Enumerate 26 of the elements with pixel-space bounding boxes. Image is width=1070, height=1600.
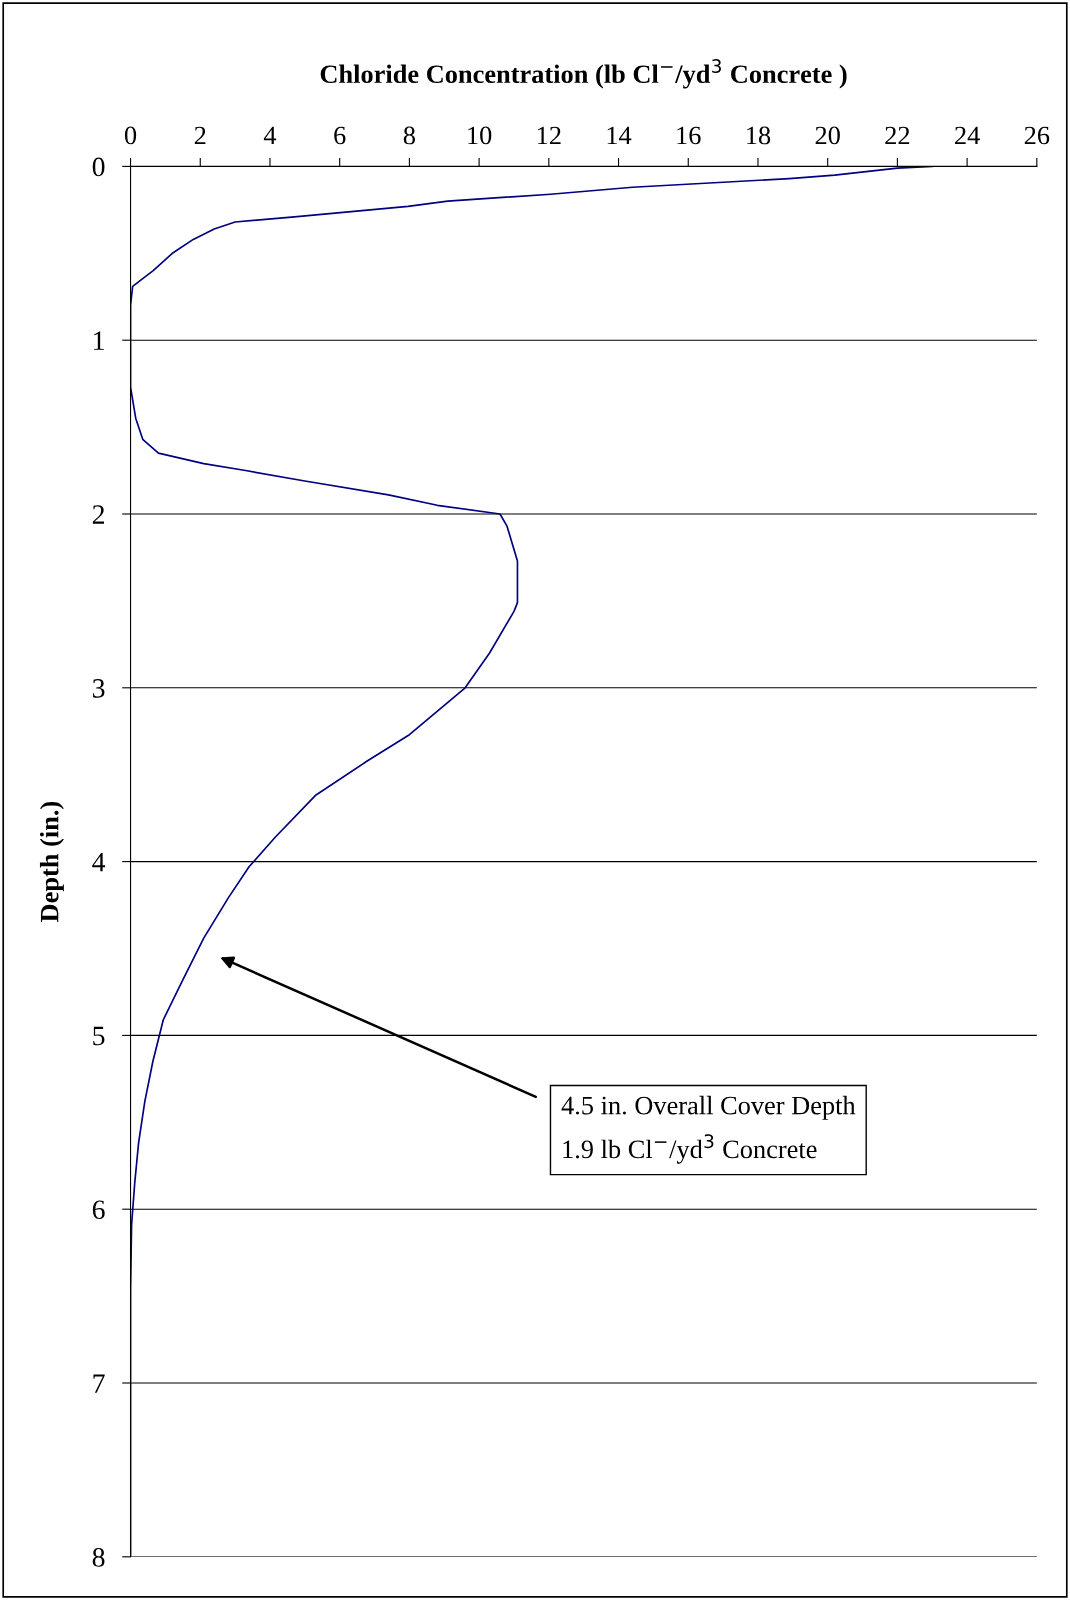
y-axis-title: Depth (in.) xyxy=(39,801,64,922)
y-tick-label: 5 xyxy=(93,1026,105,1046)
x-tick-label: 24 xyxy=(955,126,980,145)
x-tick-label: 2 xyxy=(194,126,206,145)
x-tick-label: 18 xyxy=(747,126,771,145)
y-tick-label: 0 xyxy=(92,157,105,177)
y-tick-label: 8 xyxy=(92,1547,105,1567)
x-tick-label: 22 xyxy=(885,126,910,145)
y-tick-label: 6 xyxy=(92,1200,105,1220)
x-tick-label: 14 xyxy=(607,126,632,145)
x-tick-label: 0 xyxy=(124,126,137,145)
x-tick-label: 8 xyxy=(403,126,415,145)
y-tick-label: 4 xyxy=(92,852,106,872)
annotation: 4.5 in. Overall Cover Depth 1.9 lb Cl$^{−}$/yd$^{3}$ Concrete xyxy=(561,1095,856,1164)
x-tick-label: 6 xyxy=(334,126,346,145)
x-tick-label: 12 xyxy=(537,126,561,145)
x-tick-label: 4 xyxy=(263,126,277,145)
x-tick-label: 16 xyxy=(677,126,701,145)
x-tick-label: 20 xyxy=(815,126,840,145)
y-tick-label: 3 xyxy=(92,679,105,698)
chart-title: Chloride Concentration (lb Cl$^{−}$/yd$^{3}$ Concrete ) xyxy=(320,59,847,89)
y-tick-label: 1 xyxy=(94,331,104,350)
x-tick-label: 10 xyxy=(468,126,492,145)
y-tick-label: 2 xyxy=(92,505,105,524)
y-tick-label: 7 xyxy=(93,1374,105,1393)
x-tick-label: 26 xyxy=(1024,126,1050,145)
